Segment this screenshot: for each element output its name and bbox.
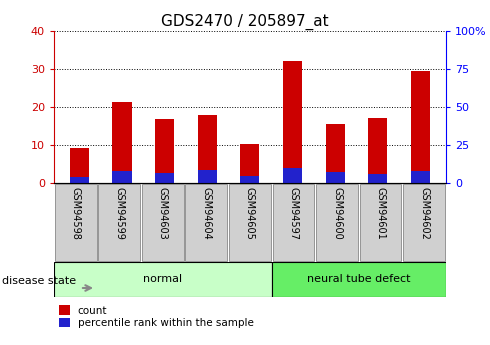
Bar [316,185,358,260]
Bar [142,185,184,260]
Bar [185,185,227,260]
Bar [271,262,446,297]
Bar [283,168,302,183]
Text: GSM94605: GSM94605 [245,187,255,240]
Bar [98,185,140,260]
Text: GSM94599: GSM94599 [114,187,124,240]
Bar [411,171,430,183]
Bar [70,148,89,183]
Bar [197,115,217,183]
Text: GSM94604: GSM94604 [201,187,211,239]
Bar [113,171,132,183]
Text: GSM94598: GSM94598 [71,187,81,240]
Bar [240,176,260,183]
Bar [325,172,344,183]
Bar [55,185,97,260]
Bar [411,71,430,183]
Text: neural tube defect: neural tube defect [307,275,411,284]
Bar [403,185,445,260]
Bar [197,170,217,183]
Bar [272,185,315,260]
Bar [240,144,260,183]
Text: disease state: disease state [2,276,76,286]
Bar [360,185,401,260]
Legend: count, percentile rank within the sample: count, percentile rank within the sample [59,305,254,328]
Text: GDS2470 / 205897_at: GDS2470 / 205897_at [161,14,329,30]
Bar [155,173,174,183]
Bar [113,102,132,183]
Text: GSM94600: GSM94600 [332,187,342,239]
Bar [229,185,271,260]
Text: GSM94597: GSM94597 [289,187,298,240]
Bar [70,177,89,183]
Text: GSM94601: GSM94601 [375,187,386,239]
Bar [283,61,302,183]
Bar [325,124,344,183]
Text: GSM94602: GSM94602 [419,187,429,240]
Bar [54,262,271,297]
Bar [368,174,387,183]
Bar [368,118,387,183]
Text: normal: normal [143,275,182,284]
Text: GSM94603: GSM94603 [158,187,168,239]
Bar [155,119,174,183]
